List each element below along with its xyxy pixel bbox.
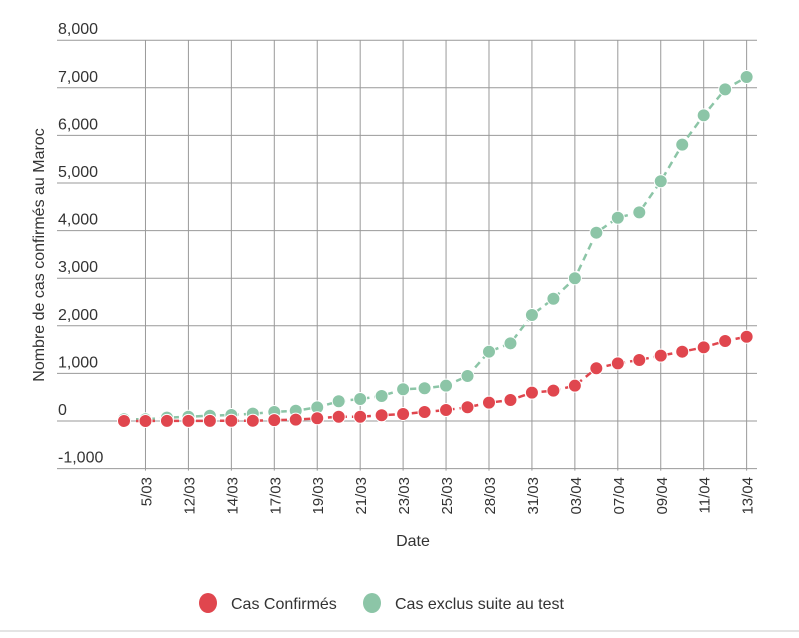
y-tick-label: 8,000 <box>58 21 98 38</box>
y-tick-label: 5,000 <box>58 164 98 181</box>
x-tick-label: 03/04 <box>568 477 585 515</box>
data-point-excluded[interactable] <box>653 174 668 189</box>
data-point-excluded[interactable] <box>696 108 711 123</box>
y-tick-label: 6,000 <box>58 116 98 133</box>
data-point-excluded[interactable] <box>524 307 539 322</box>
data-point-confirmed[interactable] <box>374 408 389 423</box>
data-point-confirmed[interactable] <box>439 403 454 418</box>
y-tick-label: 0 <box>58 402 67 419</box>
data-point-excluded[interactable] <box>396 382 411 397</box>
x-tick-label: 19/03 <box>310 477 327 515</box>
data-point-excluded[interactable] <box>739 69 754 84</box>
series-line-confirmed <box>124 335 747 423</box>
data-point-excluded[interactable] <box>589 225 604 240</box>
x-tick-label: 23/03 <box>396 477 413 515</box>
data-point-excluded[interactable] <box>374 389 389 404</box>
data-point-excluded[interactable] <box>503 336 518 351</box>
data-point-confirmed[interactable] <box>310 411 325 426</box>
legend: Cas Confirmés Cas exclus suite au test <box>199 593 565 613</box>
data-point-confirmed[interactable] <box>288 412 303 427</box>
data-point-confirmed[interactable] <box>718 333 733 348</box>
data-point-confirmed[interactable] <box>202 413 217 428</box>
x-tick-label: 21/03 <box>353 477 370 515</box>
data-point-confirmed[interactable] <box>417 405 432 420</box>
series-line-excluded <box>124 75 748 421</box>
data-point-confirmed[interactable] <box>696 340 711 355</box>
grid <box>57 39 757 471</box>
data-point-confirmed[interactable] <box>610 356 625 371</box>
data-point-confirmed[interactable] <box>589 361 604 376</box>
data-point-confirmed[interactable] <box>181 413 196 428</box>
data-point-confirmed[interactable] <box>632 352 647 367</box>
data-point-excluded[interactable] <box>546 291 561 306</box>
data-point-confirmed[interactable] <box>267 413 282 428</box>
y-tick-label: 3,000 <box>58 259 98 276</box>
x-tick-label: 12/03 <box>181 477 198 515</box>
data-point-confirmed[interactable] <box>546 383 561 398</box>
y-tick-label: -1,000 <box>58 450 103 467</box>
data-point-excluded[interactable] <box>675 137 690 152</box>
data-point-confirmed[interactable] <box>353 409 368 424</box>
legend-marker-excluded <box>363 593 381 613</box>
x-tick-label: 09/04 <box>654 477 671 515</box>
x-tick-label: 17/03 <box>267 477 284 515</box>
data-point-confirmed[interactable] <box>331 409 346 424</box>
series-layer <box>117 69 754 428</box>
legend-label-excluded: Cas exclus suite au test <box>395 596 565 613</box>
data-point-excluded[interactable] <box>718 82 733 97</box>
legend-marker-confirmed <box>199 593 217 613</box>
x-tick-label: 5/03 <box>138 477 155 506</box>
y-axis-label: Nombre de cas confirmés au Maroc <box>31 128 48 381</box>
data-point-confirmed[interactable] <box>245 413 260 428</box>
data-point-confirmed[interactable] <box>567 378 582 393</box>
data-point-excluded[interactable] <box>610 210 625 225</box>
data-point-excluded[interactable] <box>481 344 496 359</box>
data-point-confirmed[interactable] <box>481 395 496 410</box>
data-point-confirmed[interactable] <box>675 344 690 359</box>
y-tick-label: 7,000 <box>58 69 98 86</box>
y-tick-label: 2,000 <box>58 307 98 324</box>
y-tick-label: 4,000 <box>58 212 98 229</box>
data-point-excluded[interactable] <box>567 271 582 286</box>
data-point-excluded[interactable] <box>439 378 454 393</box>
x-tick-label: 28/03 <box>482 477 499 515</box>
x-axis: 5/03 12/03 14/03 17/03 19/03 21/03 23/03 25/03 2… <box>138 477 756 515</box>
data-point-confirmed[interactable] <box>653 348 668 363</box>
data-point-confirmed[interactable] <box>117 413 131 428</box>
x-tick-label: 13/04 <box>740 477 757 515</box>
data-point-confirmed[interactable] <box>138 413 153 428</box>
data-point-confirmed[interactable] <box>524 385 539 400</box>
legend-item-confirmed[interactable]: Cas Confirmés <box>199 593 337 613</box>
x-tick-label: 31/03 <box>525 477 542 515</box>
data-point-confirmed[interactable] <box>159 413 174 428</box>
legend-item-excluded[interactable]: Cas exclus suite au test <box>363 593 565 613</box>
x-axis-label: Date <box>396 533 430 550</box>
x-tick-label: 07/04 <box>611 477 628 515</box>
x-tick-label: 11/04 <box>697 477 714 513</box>
data-point-confirmed[interactable] <box>396 407 411 422</box>
y-tick-label: 1,000 <box>58 354 98 371</box>
x-tick-label: 14/03 <box>224 477 241 515</box>
data-point-excluded[interactable] <box>353 392 368 407</box>
x-tick-label: 25/03 <box>439 477 456 515</box>
y-axis: -1,000 0 1,000 2,000 3,000 4,000 5,000 6,000 7,0… <box>58 21 103 466</box>
data-point-excluded[interactable] <box>460 369 475 384</box>
data-point-excluded[interactable] <box>632 205 647 220</box>
data-point-excluded[interactable] <box>417 381 432 396</box>
data-point-confirmed[interactable] <box>224 413 239 428</box>
data-point-confirmed[interactable] <box>460 400 475 415</box>
data-point-confirmed[interactable] <box>739 329 754 344</box>
data-point-confirmed[interactable] <box>503 393 518 408</box>
legend-label-confirmed: Cas Confirmés <box>231 596 337 613</box>
data-point-excluded[interactable] <box>331 394 346 409</box>
